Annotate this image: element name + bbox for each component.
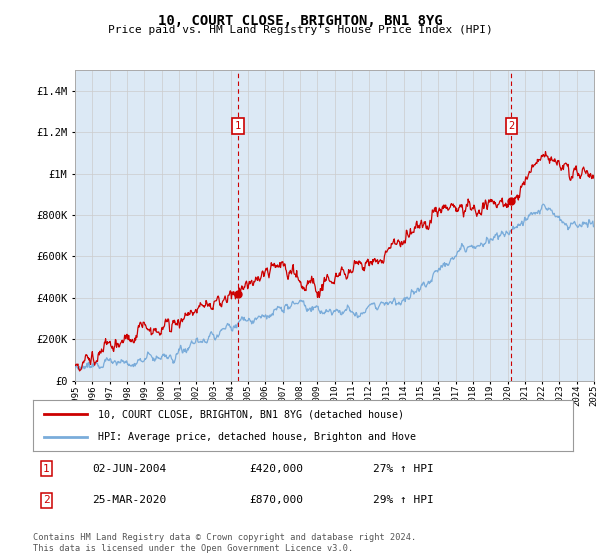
Text: 2: 2: [508, 121, 515, 131]
Text: 10, COURT CLOSE, BRIGHTON, BN1 8YG: 10, COURT CLOSE, BRIGHTON, BN1 8YG: [158, 14, 442, 28]
Text: HPI: Average price, detached house, Brighton and Hove: HPI: Average price, detached house, Brig…: [98, 432, 416, 442]
Text: Contains HM Land Registry data © Crown copyright and database right 2024.
This d: Contains HM Land Registry data © Crown c…: [33, 533, 416, 553]
Text: 2: 2: [43, 496, 50, 506]
Text: 25-MAR-2020: 25-MAR-2020: [92, 496, 167, 506]
Text: £420,000: £420,000: [249, 464, 303, 474]
Text: 02-JUN-2004: 02-JUN-2004: [92, 464, 167, 474]
Text: 1: 1: [43, 464, 50, 474]
Text: 10, COURT CLOSE, BRIGHTON, BN1 8YG (detached house): 10, COURT CLOSE, BRIGHTON, BN1 8YG (deta…: [98, 409, 404, 419]
Text: 29% ↑ HPI: 29% ↑ HPI: [373, 496, 434, 506]
Text: Price paid vs. HM Land Registry's House Price Index (HPI): Price paid vs. HM Land Registry's House …: [107, 25, 493, 35]
Text: 1: 1: [235, 121, 241, 131]
Text: £870,000: £870,000: [249, 496, 303, 506]
Text: 27% ↑ HPI: 27% ↑ HPI: [373, 464, 434, 474]
